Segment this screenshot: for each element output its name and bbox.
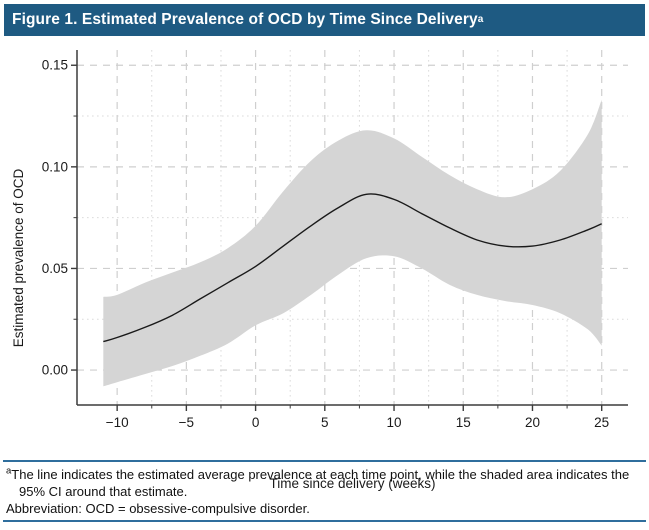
x-axis-title: Time since delivery (weeks) [269,476,436,491]
footnote-text: The line indicates the estimated average… [11,467,630,499]
x-tick-label: 5 [321,415,329,430]
chart-svg: −10 −5 0 5 10 15 20 25 0.00 0.05 0.10 0.15 [42,50,628,430]
x-tick-label: −5 [179,415,194,430]
x-tick-label: 10 [387,415,402,430]
footnote-note: aThe line indicates the estimated averag… [6,466,643,500]
y-tick-label: 0.05 [42,261,68,276]
mean-line [103,193,603,343]
y-axis-title: Estimated prevalence of OCD [11,168,26,348]
footnote-abbreviation: Abbreviation: OCD = obsessive-compulsive… [6,501,310,516]
ci-band [103,99,602,387]
y-tick-label: 0.00 [42,363,68,378]
x-tick-label: 15 [456,415,471,430]
figure-title-bar: Figure 1. Estimated Prevalence of OCD by… [4,4,645,36]
footnotes: aThe line indicates the estimated averag… [6,466,643,517]
x-tick-label: 25 [594,415,609,430]
x-tick-label: 20 [525,415,540,430]
divider-bottom [3,520,646,522]
y-tick-label: 0.10 [42,159,68,174]
footnote-marker: a [6,465,12,477]
chart-area: −10 −5 0 5 10 15 20 25 0.00 0.05 0.10 0.15 Estimate… [0,40,649,491]
y-tick-label: 0.15 [42,58,68,73]
tick-marks [71,64,603,411]
divider-top [3,460,646,462]
figure-title: Figure 1. Estimated Prevalence of OCD by… [12,11,478,28]
axes [76,50,628,406]
x-tick-label: 0 [252,415,260,430]
tick-labels: −10 −5 0 5 10 15 20 25 0.00 0.05 0.10 0.15 [42,58,609,430]
x-tick-label: −10 [106,415,129,430]
